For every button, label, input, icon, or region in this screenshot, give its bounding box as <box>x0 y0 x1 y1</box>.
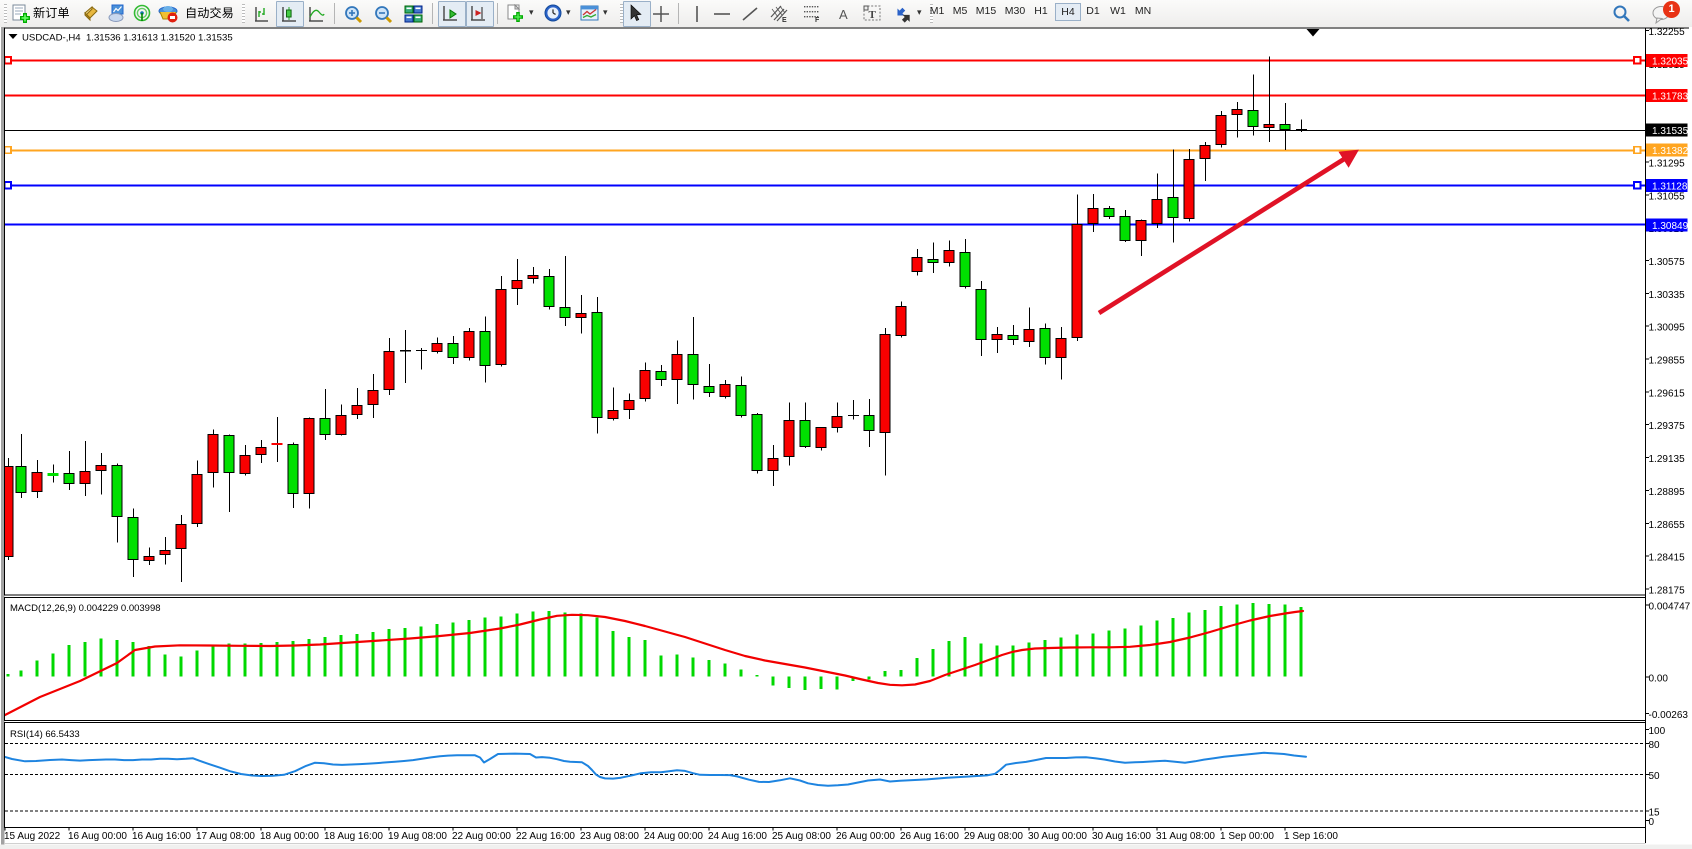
svg-text:16 Aug 00:00: 16 Aug 00:00 <box>68 831 127 842</box>
svg-text:31 Aug 08:00: 31 Aug 08:00 <box>1156 831 1215 842</box>
svg-text:16 Aug 16:00: 16 Aug 16:00 <box>132 831 191 842</box>
svg-text:1.30335: 1.30335 <box>1649 290 1686 301</box>
svg-text:15: 15 <box>1649 808 1661 819</box>
svg-text:25 Aug 08:00: 25 Aug 08:00 <box>772 831 831 842</box>
svg-text:1 Sep 00:00: 1 Sep 00:00 <box>1220 831 1274 842</box>
svg-text:30 Aug 16:00: 30 Aug 16:00 <box>1092 831 1151 842</box>
svg-text:24 Aug 16:00: 24 Aug 16:00 <box>708 831 767 842</box>
svg-text:1.31783: 1.31783 <box>1652 92 1689 103</box>
svg-text:1.30095: 1.30095 <box>1649 323 1686 334</box>
svg-text:RSI(14) 66.5433: RSI(14) 66.5433 <box>10 729 80 740</box>
svg-text:1.28895: 1.28895 <box>1649 487 1686 498</box>
svg-text:1.29375: 1.29375 <box>1649 421 1686 432</box>
svg-text:50: 50 <box>1649 771 1661 782</box>
svg-text:1.30849: 1.30849 <box>1652 221 1689 232</box>
svg-text:18 Aug 16:00: 18 Aug 16:00 <box>324 831 383 842</box>
svg-text:1.31055: 1.31055 <box>1649 191 1686 202</box>
svg-text:1.31295: 1.31295 <box>1649 158 1686 169</box>
svg-text:A: A <box>839 7 848 22</box>
svg-text:1.28655: 1.28655 <box>1649 520 1686 531</box>
svg-text:0: 0 <box>1649 817 1655 828</box>
svg-text:19 Aug 08:00: 19 Aug 08:00 <box>388 831 447 842</box>
svg-text:24 Aug 00:00: 24 Aug 00:00 <box>644 831 703 842</box>
svg-text:1 Sep 16:00: 1 Sep 16:00 <box>1284 831 1338 842</box>
svg-text:26 Aug 16:00: 26 Aug 16:00 <box>900 831 959 842</box>
svg-text:T: T <box>869 9 877 21</box>
svg-text:80: 80 <box>1649 740 1661 751</box>
svg-text:-0.00263: -0.00263 <box>1649 710 1689 721</box>
svg-text:USDCAD-,H4 1.31536 1.31613 1.: USDCAD-,H4 1.31536 1.31613 1.31520 1.315… <box>22 33 233 44</box>
svg-text:E: E <box>782 17 787 24</box>
svg-text:23 Aug 08:00: 23 Aug 08:00 <box>580 831 639 842</box>
svg-text:100: 100 <box>1649 726 1666 737</box>
svg-text:1.31382: 1.31382 <box>1652 146 1689 157</box>
svg-text:26 Aug 00:00: 26 Aug 00:00 <box>836 831 895 842</box>
svg-text:30 Aug 00:00: 30 Aug 00:00 <box>1028 831 1087 842</box>
svg-text:0.004747: 0.004747 <box>1649 602 1691 613</box>
svg-text:1.29135: 1.29135 <box>1649 454 1686 465</box>
svg-text:0.00: 0.00 <box>1649 674 1669 685</box>
svg-text:22 Aug 00:00: 22 Aug 00:00 <box>452 831 511 842</box>
svg-text:1.28415: 1.28415 <box>1649 553 1686 564</box>
svg-text:1.28175: 1.28175 <box>1649 585 1686 596</box>
svg-text:1.29615: 1.29615 <box>1649 388 1686 399</box>
svg-text:29 Aug 08:00: 29 Aug 08:00 <box>964 831 1023 842</box>
svg-text:15 Aug 2022: 15 Aug 2022 <box>4 831 61 842</box>
svg-text:18 Aug 00:00: 18 Aug 00:00 <box>260 831 319 842</box>
svg-text:1.30575: 1.30575 <box>1649 257 1686 268</box>
svg-text:1.31128: 1.31128 <box>1652 182 1688 193</box>
svg-text:22 Aug 16:00: 22 Aug 16:00 <box>516 831 575 842</box>
svg-text:1.29855: 1.29855 <box>1649 356 1686 367</box>
svg-text:1.32255: 1.32255 <box>1649 27 1686 38</box>
svg-text:1.31535: 1.31535 <box>1652 126 1689 137</box>
svg-text:MACD(12,26,9) 0.004229 0.00399: MACD(12,26,9) 0.004229 0.003998 <box>10 603 161 614</box>
svg-text:17 Aug 08:00: 17 Aug 08:00 <box>196 831 255 842</box>
svg-text:1.32035: 1.32035 <box>1652 57 1689 68</box>
svg-text:F: F <box>815 17 820 24</box>
